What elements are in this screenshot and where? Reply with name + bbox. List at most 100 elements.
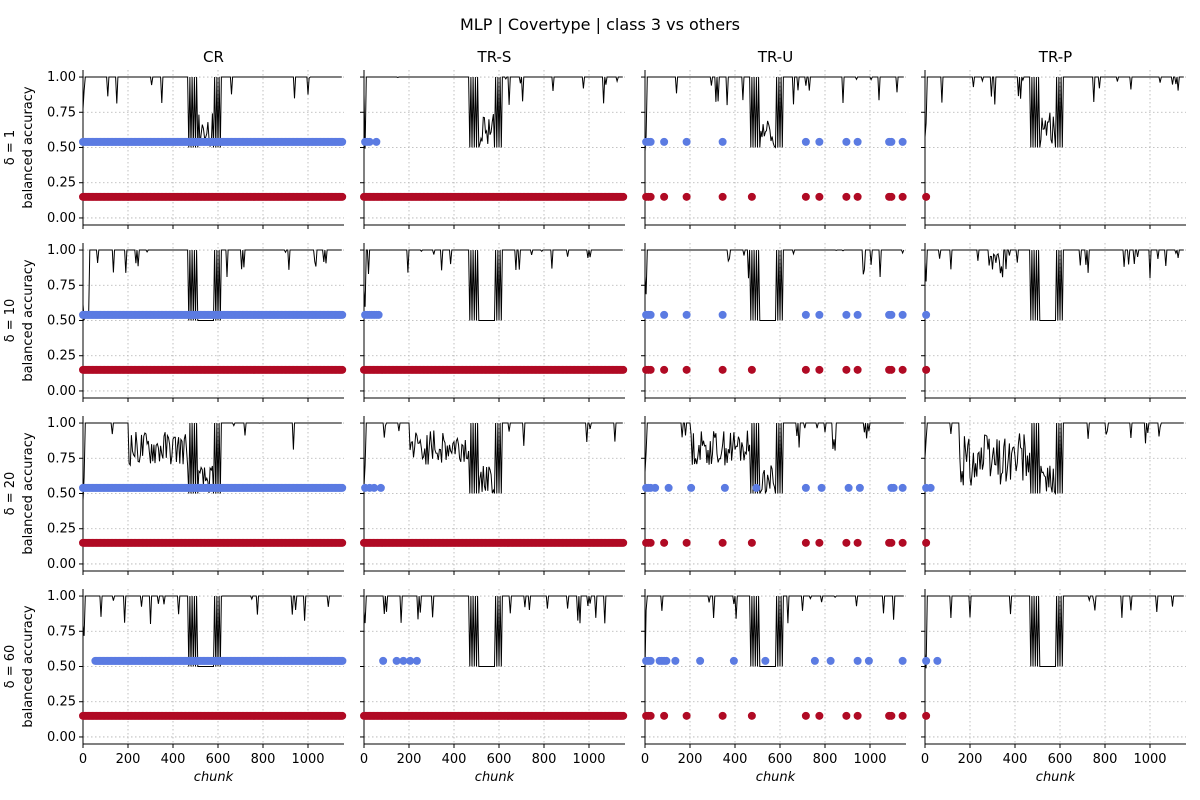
y-tick-label: 0.25 bbox=[47, 522, 76, 537]
upper-marker bbox=[671, 656, 680, 665]
x-tick-label: 1000 bbox=[291, 752, 324, 767]
panel-r3-c1: 0 200 400 600 800 1000 chunk bbox=[360, 589, 628, 785]
upper-marker bbox=[926, 483, 935, 492]
upper-marker bbox=[392, 656, 401, 665]
upper-marker bbox=[406, 656, 415, 665]
upper-marker bbox=[801, 137, 810, 146]
upper-marker bbox=[646, 656, 655, 665]
x-tick-label: 0 bbox=[641, 752, 649, 767]
y-tick-label: 0.00 bbox=[47, 211, 76, 226]
y-tick-label: 1.00 bbox=[47, 70, 76, 85]
lower-marker bbox=[887, 711, 896, 720]
lower-marker bbox=[898, 538, 907, 547]
lower-marker bbox=[922, 192, 931, 201]
panel-r2-c2 bbox=[641, 416, 907, 575]
accuracy-line bbox=[82, 249, 342, 321]
x-tick-label: 0 bbox=[360, 752, 368, 767]
y-tick-label: 1.00 bbox=[47, 416, 76, 431]
lower-marker bbox=[718, 538, 727, 547]
y-tick-label: 0.00 bbox=[47, 384, 76, 399]
x-tick-label: 600 bbox=[768, 752, 793, 767]
x-tick-label: 600 bbox=[487, 752, 512, 767]
accuracy-line bbox=[924, 76, 1184, 148]
upper-marker bbox=[370, 483, 379, 492]
lower-marker bbox=[660, 365, 669, 374]
column-title: TR-S bbox=[477, 48, 512, 66]
lower-marker bbox=[815, 711, 824, 720]
y-tick-label: 0.00 bbox=[47, 557, 76, 572]
accuracy-line bbox=[644, 249, 905, 321]
upper-marker bbox=[842, 310, 851, 319]
lower-marker bbox=[646, 538, 655, 547]
upper-marker bbox=[646, 310, 655, 319]
x-tick-label: 200 bbox=[958, 752, 983, 767]
upper-marker bbox=[412, 656, 421, 665]
panel-grid: 0.00 0.25 0.50 0.75 1.00 balanced accuracy δ =… bbox=[3, 48, 1186, 785]
x-tick-label: 400 bbox=[723, 752, 748, 767]
upper-marker bbox=[338, 310, 347, 319]
upper-marker bbox=[696, 656, 705, 665]
upper-marker bbox=[664, 483, 673, 492]
upper-marker bbox=[815, 137, 824, 146]
lower-marker bbox=[922, 538, 931, 547]
y-axis-label: balanced accuracy bbox=[21, 86, 36, 209]
y-tick-label: 0.50 bbox=[47, 141, 76, 156]
column-title: CR bbox=[203, 48, 224, 66]
x-tick-label: 800 bbox=[532, 752, 557, 767]
accuracy-line bbox=[644, 595, 904, 668]
x-tick-label: 1000 bbox=[572, 752, 605, 767]
y-tick-label: 0.75 bbox=[47, 105, 76, 120]
y-tick-label: 0.75 bbox=[47, 624, 76, 639]
panel-r0-c2: TR-U bbox=[641, 48, 907, 229]
x-tick-label: 1000 bbox=[853, 752, 886, 767]
upper-marker bbox=[898, 137, 907, 146]
upper-marker bbox=[682, 137, 691, 146]
lower-marker bbox=[718, 365, 727, 374]
upper-marker bbox=[718, 137, 727, 146]
upper-marker bbox=[365, 137, 374, 146]
lower-marker bbox=[815, 365, 824, 374]
upper-marker bbox=[864, 656, 873, 665]
lower-marker bbox=[815, 538, 824, 547]
upper-marker bbox=[844, 483, 853, 492]
upper-marker bbox=[374, 310, 383, 319]
upper-marker bbox=[922, 310, 931, 319]
accuracy-line bbox=[82, 76, 342, 148]
upper-marker bbox=[922, 656, 931, 665]
upper-marker bbox=[379, 656, 388, 665]
lower-marker bbox=[682, 538, 691, 547]
lower-marker bbox=[842, 365, 851, 374]
x-axis-label: chunk bbox=[194, 770, 234, 785]
panel-r1-c1 bbox=[360, 243, 628, 402]
lower-marker bbox=[801, 711, 810, 720]
accuracy-line bbox=[644, 422, 904, 495]
upper-marker bbox=[720, 483, 729, 492]
x-tick-label: 400 bbox=[1003, 752, 1028, 767]
upper-marker bbox=[718, 310, 727, 319]
upper-marker bbox=[853, 310, 862, 319]
lower-marker bbox=[898, 192, 907, 201]
lower-marker bbox=[718, 711, 727, 720]
x-tick-label: 1000 bbox=[1133, 752, 1166, 767]
lower-marker bbox=[338, 365, 347, 374]
x-axis-label: chunk bbox=[475, 770, 515, 785]
x-tick-label: 400 bbox=[442, 752, 467, 767]
panel-r1-c3 bbox=[921, 243, 1186, 402]
upper-marker bbox=[752, 483, 761, 492]
lower-marker bbox=[898, 365, 907, 374]
column-title: TR-U bbox=[757, 48, 793, 66]
upper-marker bbox=[826, 656, 835, 665]
upper-marker bbox=[682, 310, 691, 319]
lower-marker bbox=[619, 711, 628, 720]
upper-marker bbox=[853, 656, 862, 665]
upper-marker bbox=[842, 137, 851, 146]
upper-marker bbox=[898, 483, 907, 492]
y-tick-label: 0.50 bbox=[47, 487, 76, 502]
upper-marker bbox=[801, 310, 810, 319]
row-label: δ = 20 bbox=[3, 472, 18, 516]
lower-marker bbox=[842, 538, 851, 547]
y-tick-label: 0.25 bbox=[47, 176, 76, 191]
x-tick-label: 0 bbox=[79, 752, 87, 767]
